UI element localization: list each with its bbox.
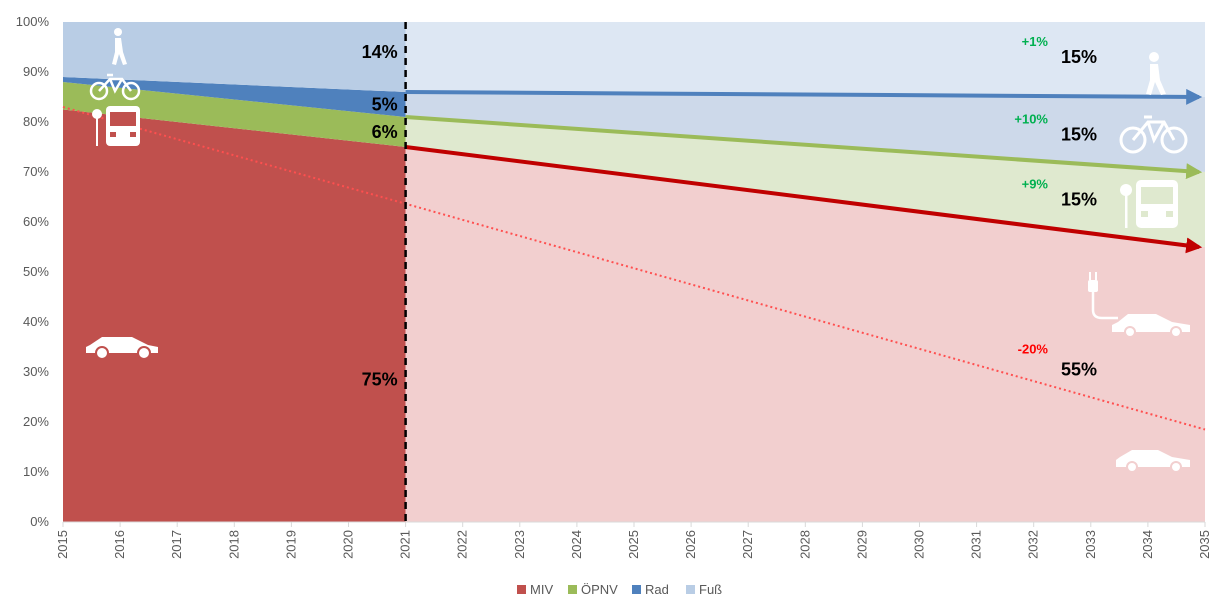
electric-car-icon xyxy=(1088,272,1190,338)
historic-area-oepnv xyxy=(63,82,406,147)
target-area-rad xyxy=(405,92,1206,172)
x-tick-label: 2026 xyxy=(683,530,698,559)
x-tick-label: 2035 xyxy=(1197,530,1210,559)
legend-swatch xyxy=(517,585,526,594)
x-tick-label: 2032 xyxy=(1026,530,1041,559)
value-label-2035: 15% xyxy=(1061,47,1097,67)
area-layer xyxy=(63,22,1206,522)
x-tick-label: 2029 xyxy=(854,530,869,559)
value-label-2035: 55% xyxy=(1061,360,1097,380)
legend-label: ÖPNV xyxy=(581,582,618,597)
legend-swatch xyxy=(568,585,577,594)
x-tick-label: 2031 xyxy=(969,530,984,559)
pedestrian-icon xyxy=(1146,52,1166,95)
x-tick-label: 2030 xyxy=(912,530,927,559)
y-tick-label: 80% xyxy=(23,114,49,129)
y-tick-label: 100% xyxy=(16,14,50,29)
line-layer xyxy=(62,22,1206,522)
historic-area-fuss xyxy=(63,22,406,92)
x-tick-label: 2018 xyxy=(226,530,241,559)
bus-stop-icon xyxy=(1120,180,1178,228)
legend-swatch xyxy=(632,585,641,594)
x-tick-label: 2019 xyxy=(283,530,298,559)
change-label: +9% xyxy=(1022,177,1049,192)
legend-swatch xyxy=(686,585,695,594)
x-tick-label: 2015 xyxy=(55,530,70,559)
target-area-oepnv xyxy=(405,117,1206,247)
pedestrian-icon xyxy=(112,28,127,65)
car-icon xyxy=(86,337,158,360)
y-tick-label: 60% xyxy=(23,214,49,229)
car-icon xyxy=(1116,450,1190,473)
x-tick-label: 2016 xyxy=(112,530,127,559)
value-label-2021: 6% xyxy=(372,122,398,142)
x-tick-label: 2022 xyxy=(455,530,470,559)
x-tick-label: 2027 xyxy=(740,530,755,559)
y-tick-label: 40% xyxy=(23,314,49,329)
target-area-fuss xyxy=(405,22,1206,97)
bicycle-icon xyxy=(89,73,141,101)
legend-label: Fuß xyxy=(699,582,722,597)
legend: MIV ÖPNV Rad Fuß xyxy=(517,582,722,597)
miv-target-arrow xyxy=(405,145,1203,254)
y-tick-label: 90% xyxy=(23,64,49,79)
rad-target-arrow xyxy=(405,88,1203,105)
y-tick-label: 70% xyxy=(23,164,49,179)
legend-item: Rad xyxy=(632,582,669,597)
x-tick-label: 2020 xyxy=(341,530,356,559)
value-label-2035: 15% xyxy=(1061,125,1097,145)
legend-label: MIV xyxy=(530,582,553,597)
x-tick-label: 2024 xyxy=(569,530,584,559)
change-label: +10% xyxy=(1014,112,1048,127)
change-label: +1% xyxy=(1022,34,1049,49)
value-label-2021: 14% xyxy=(362,42,398,62)
legend-item: Fuß xyxy=(686,582,722,597)
legend-item: ÖPNV xyxy=(568,582,618,597)
y-tick-label: 20% xyxy=(23,414,49,429)
axes-layer: 0% 10% 20% 30% 40% 50% 60% 70% 80% 90% 100% 2015 201… xyxy=(16,14,1210,559)
label-layer: 14% 5% 6% 75% 15% 15% 15% 55% +1% +10% +9% -20% xyxy=(362,34,1097,390)
x-tick-label: 2023 xyxy=(512,530,527,559)
legend-label: Rad xyxy=(645,582,669,597)
x-tick-label: 2034 xyxy=(1140,530,1155,559)
y-tick-label: 50% xyxy=(23,264,49,279)
y-tick-label: 30% xyxy=(23,364,49,379)
x-tick-label: 2021 xyxy=(398,530,413,559)
y-tick-label: 10% xyxy=(23,464,49,479)
target-area-miv xyxy=(405,147,1206,522)
oepnv-target-arrow xyxy=(405,115,1203,180)
change-label: -20% xyxy=(1018,342,1049,357)
bus-stop-icon xyxy=(92,106,140,146)
value-label-2035: 15% xyxy=(1061,190,1097,210)
value-label-2021: 75% xyxy=(362,370,398,390)
historic-area-miv xyxy=(63,109,406,522)
value-label-2021: 5% xyxy=(372,95,398,115)
x-tick-label: 2025 xyxy=(626,530,641,559)
icon-layer xyxy=(86,28,1190,473)
legend-item: MIV xyxy=(517,582,553,597)
x-tick-label: 2017 xyxy=(169,530,184,559)
bicycle-icon xyxy=(1119,115,1188,154)
y-tick-label: 0% xyxy=(30,514,49,529)
x-tick-label: 2028 xyxy=(797,530,812,559)
x-tick-label: 2033 xyxy=(1083,530,1098,559)
historic-area-rad xyxy=(63,77,406,117)
